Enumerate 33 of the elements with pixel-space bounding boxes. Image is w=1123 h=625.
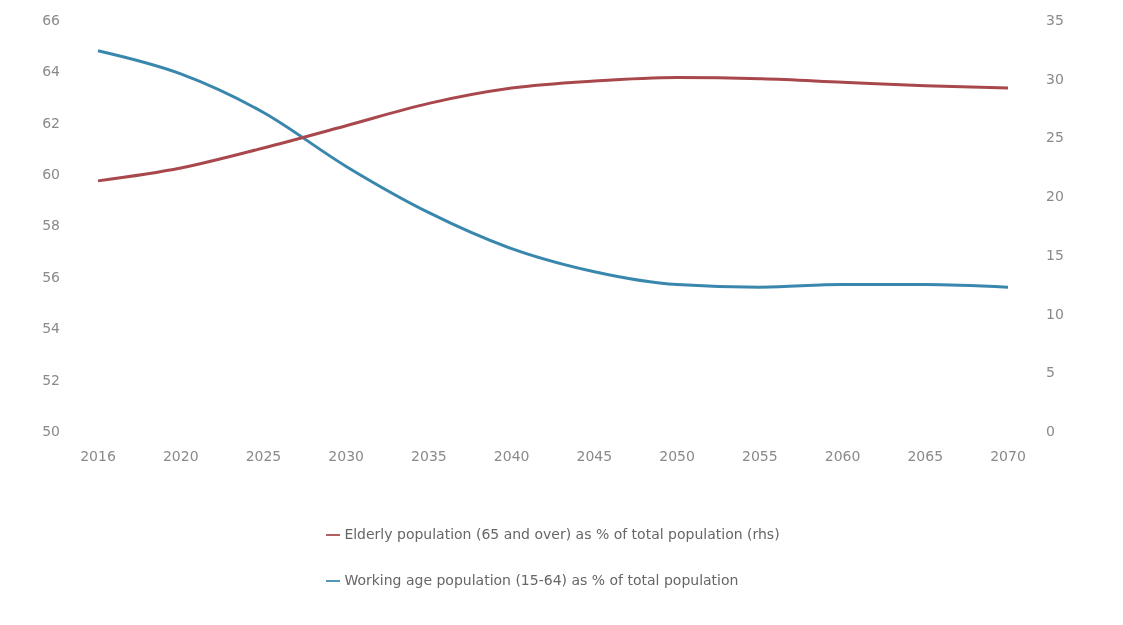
y2-tick-label: 20 <box>1046 188 1064 205</box>
y-tick-label: 64 <box>42 63 61 80</box>
x-tick-label: 2030 <box>328 447 364 464</box>
legend-label: Elderly population (65 and over) as % of total population (rhs) <box>344 526 780 542</box>
y2-tick-label: 5 <box>1046 364 1055 381</box>
y-tick-label: 66 <box>42 11 61 28</box>
x-tick-label: 2016 <box>80 447 116 464</box>
x-tick-label: 2045 <box>576 447 613 464</box>
x-tick-label: 2065 <box>907 447 944 464</box>
y2-tick-label: 0 <box>1046 422 1055 439</box>
x-tick-label: 2070 <box>990 447 1026 464</box>
y2-tick-label: 30 <box>1046 70 1064 87</box>
y-tick-label: 50 <box>42 422 60 439</box>
y-tick-label: 56 <box>42 268 61 285</box>
x-tick-label: 2035 <box>411 447 447 464</box>
y2-tick-label: 10 <box>1046 305 1064 322</box>
y-tick-label: 60 <box>42 166 60 183</box>
x-tick-label: 2060 <box>824 447 861 464</box>
y-tick-label: 52 <box>42 371 60 388</box>
line-series <box>96 76 1010 183</box>
y2-tick-label: 35 <box>1046 11 1064 28</box>
y2-tick-label: 15 <box>1046 246 1064 263</box>
x-tick-label: 2025 <box>245 447 282 464</box>
y-tick-label: 62 <box>42 114 60 131</box>
y2-tick-label: 25 <box>1046 129 1064 146</box>
x-tick-label: 2040 <box>493 447 530 464</box>
y-tick-label: 54 <box>42 320 61 337</box>
legend-label: Working age population (15-64) as % of total population <box>344 572 739 588</box>
x-tick-label: 2055 <box>742 447 778 464</box>
y-tick-label: 58 <box>42 217 60 234</box>
x-tick-label: 2050 <box>659 447 695 464</box>
x-tick-label: 2020 <box>162 447 199 464</box>
line-series <box>96 49 1010 289</box>
